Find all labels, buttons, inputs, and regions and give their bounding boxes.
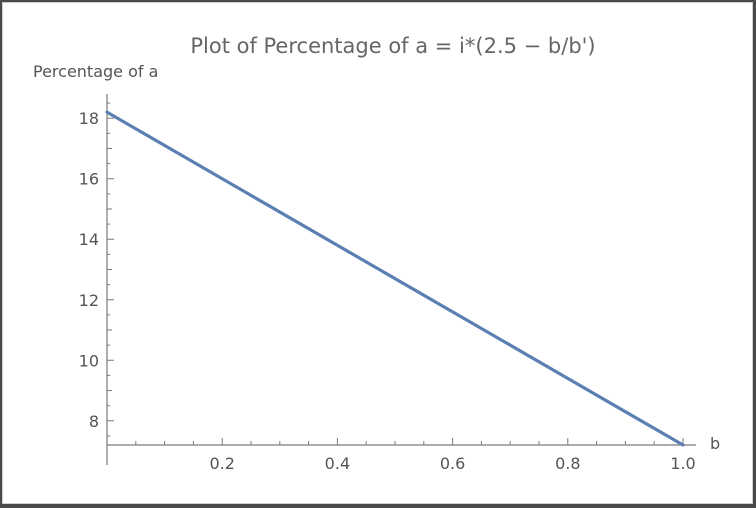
x-axis-ticks: 0.2 0.4 0.6 0.8 1.0 <box>135 438 696 473</box>
x-tick-label: 1.0 <box>670 454 695 473</box>
y-tick-label: 18 <box>79 109 99 128</box>
y-tick-label: 16 <box>79 170 99 189</box>
series-line <box>105 110 685 447</box>
chart-title: Plot of Percentage of a = i*(2.5 − b/b') <box>190 34 595 58</box>
y-tick-label: 10 <box>79 351 99 370</box>
x-tick-label: 0.6 <box>440 454 465 473</box>
y-tick-label: 12 <box>79 291 99 310</box>
line-chart: Plot of Percentage of a = i*(2.5 − b/b')… <box>33 34 720 473</box>
series-layer <box>105 110 685 447</box>
x-tick-label: 0.8 <box>555 454 580 473</box>
axes <box>106 94 696 465</box>
y-tick-label: 14 <box>79 230 99 249</box>
y-axis-ticks: 8 10 12 14 16 18 <box>79 102 114 437</box>
x-tick-label: 0.2 <box>209 454 234 473</box>
y-axis-title: Percentage of a <box>33 62 158 81</box>
x-tick-label: 0.4 <box>325 454 350 473</box>
x-axis-title: b <box>710 434 720 453</box>
y-tick-label: 8 <box>89 412 99 431</box>
